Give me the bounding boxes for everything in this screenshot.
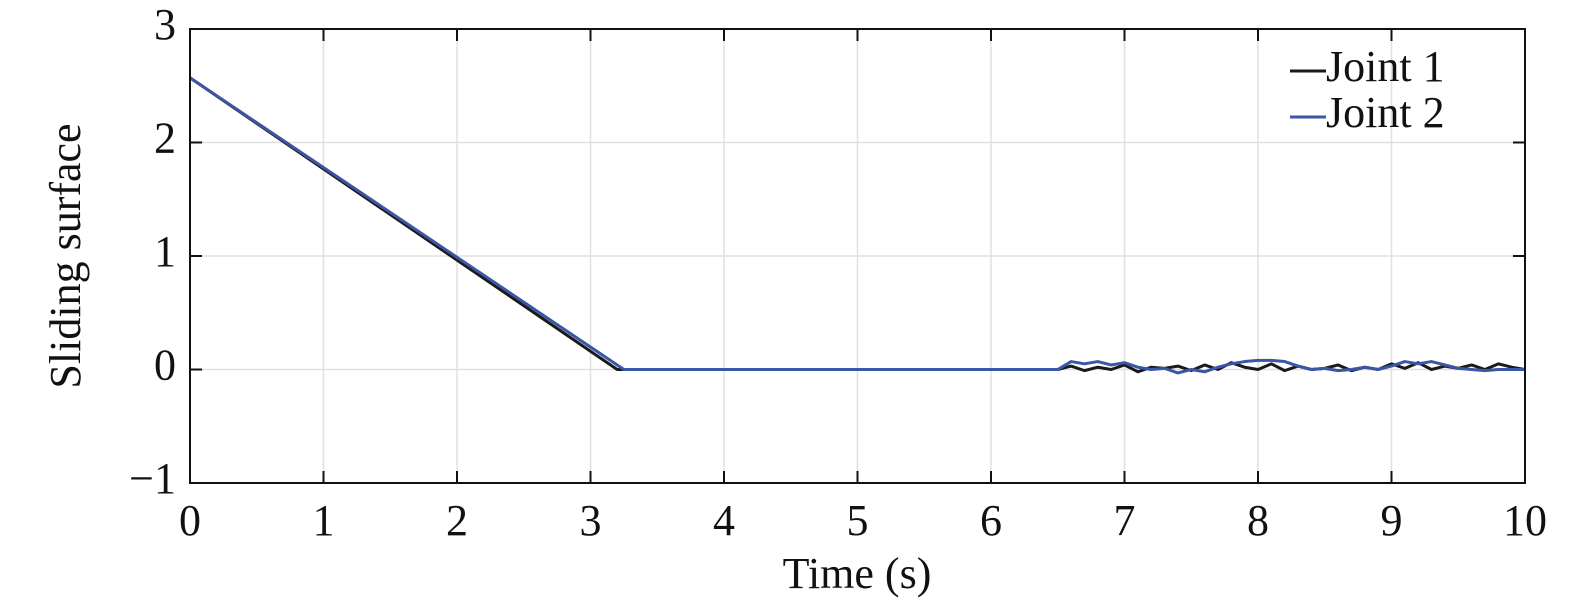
- y-tick-label: 1: [154, 227, 176, 276]
- x-tick-label: 10: [1503, 496, 1547, 545]
- plot-frame: [189, 28, 1526, 484]
- x-tick-label: 4: [713, 496, 735, 545]
- x-tick-label: 6: [980, 496, 1002, 545]
- x-tick-label: 1: [313, 496, 335, 545]
- line-series: [189, 76, 1526, 374]
- x-tick-label: 9: [1381, 496, 1403, 545]
- x-tick-label: 0: [179, 496, 201, 545]
- x-tick-label: 2: [446, 496, 468, 545]
- x-tick-label: 5: [847, 496, 869, 545]
- x-tick-label: 8: [1247, 496, 1269, 545]
- y-tick-label: 0: [154, 341, 176, 390]
- y-tick-label: 3: [154, 0, 176, 49]
- x-tick-label: 3: [580, 496, 602, 545]
- legend-label: Joint 1: [1326, 42, 1445, 91]
- y-tick-label: 2: [154, 114, 176, 163]
- line-series: [189, 76, 1525, 375]
- y-axis-label: Sliding surface: [41, 123, 90, 388]
- x-tick-label: 7: [1114, 496, 1136, 545]
- x-axis-label: Time (s): [783, 549, 932, 598]
- y-tick-label: −1: [129, 454, 176, 503]
- legend-label: Joint 2: [1326, 88, 1445, 137]
